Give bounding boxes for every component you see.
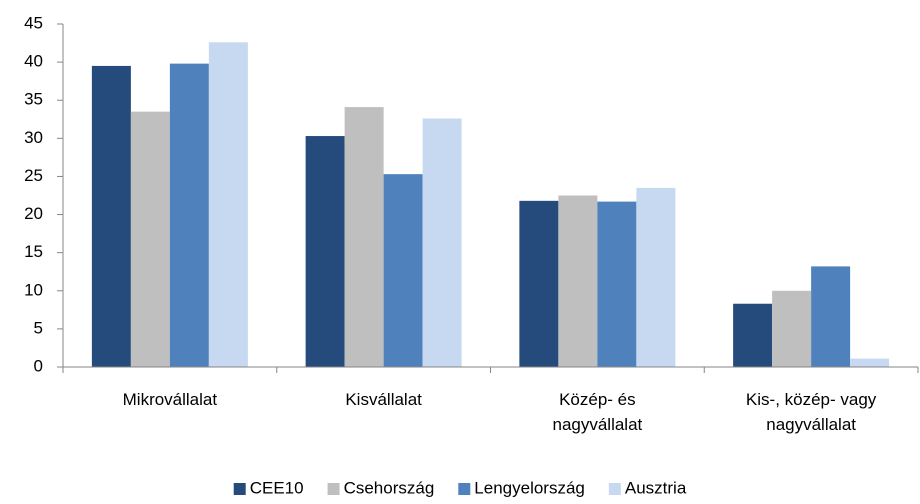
legend-swatch — [608, 483, 621, 495]
y-tick-label: 30 — [24, 128, 43, 147]
x-tick-label: Mikrovállalat — [122, 390, 218, 409]
bar — [383, 174, 423, 367]
bar — [597, 201, 637, 367]
y-tick-label: 15 — [24, 242, 43, 261]
bar — [733, 303, 773, 367]
bar — [130, 111, 170, 368]
y-tick-label: 5 — [34, 318, 43, 337]
bar — [91, 65, 131, 367]
bar — [519, 200, 559, 367]
y-tick-label: 0 — [34, 356, 43, 375]
x-tick-label: Kisvállalat — [345, 390, 422, 409]
bar — [811, 266, 851, 367]
legend-swatch — [327, 483, 340, 495]
legend-swatch — [233, 483, 246, 495]
bar — [558, 195, 598, 367]
legend-label: CEE10 — [250, 478, 304, 497]
bar — [850, 358, 890, 367]
x-tick-label: Kis-, közép- vagy nagyvállalat — [745, 390, 877, 434]
y-tick-label: 40 — [24, 52, 43, 71]
y-tick-label: 35 — [24, 90, 43, 109]
legend-label: Ausztria — [625, 478, 687, 497]
legend-label: Csehország — [344, 478, 435, 497]
bar — [772, 290, 812, 367]
x-tick-label: Közép- és nagyvállalat — [552, 390, 643, 434]
legend-label: Lengyelország — [474, 478, 585, 497]
y-tick-label: 10 — [24, 280, 43, 299]
bar — [305, 136, 345, 367]
y-tick-label: 25 — [24, 166, 43, 185]
legend-swatch — [458, 483, 471, 495]
y-tick-label: 20 — [24, 204, 43, 223]
bar — [422, 118, 462, 367]
bar — [636, 187, 676, 367]
y-tick-label: 45 — [24, 13, 43, 32]
bar — [344, 107, 384, 368]
bar — [208, 42, 248, 367]
bar — [169, 63, 209, 367]
